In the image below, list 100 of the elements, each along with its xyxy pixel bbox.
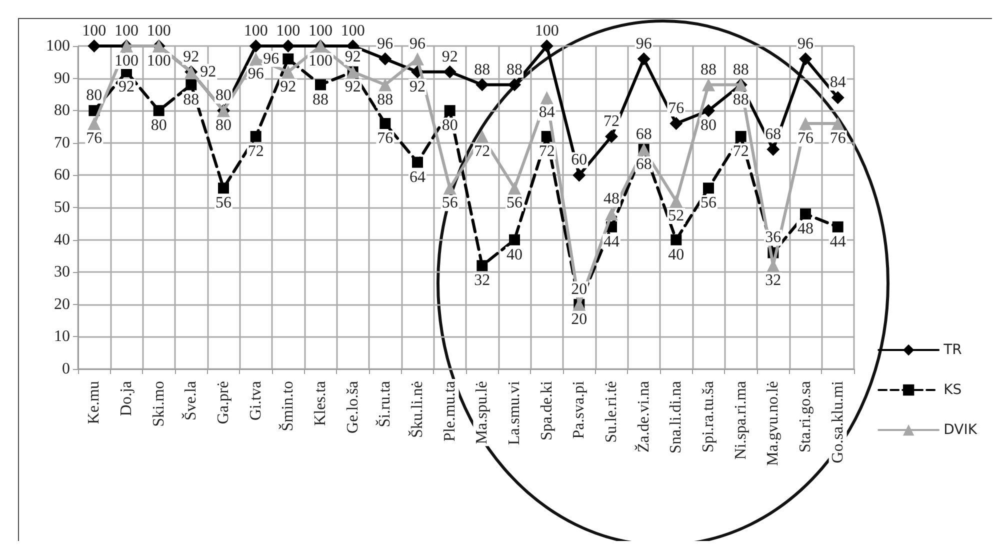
point [670,194,683,208]
x-tick-label: Ma.gvu.no.lė [764,381,782,466]
data-label: 100 [308,22,332,40]
data-label: 56 [442,194,458,212]
point [702,104,715,118]
x-tick-label: Ple.mu.ta [441,381,458,442]
y-tick-label: 20 [54,296,70,313]
data-label: 68 [636,156,652,173]
data-label: 92 [442,48,458,66]
x-tick-label: Pa.sva.pi [570,380,588,439]
legend-label: TR [942,342,962,358]
point [508,78,521,92]
data-label: 88 [377,91,394,108]
point [670,234,682,246]
data-label: 96 [636,35,652,52]
x-tick-label: Gi.tva [247,381,264,421]
y-tick-label: 10 [54,328,70,346]
data-label: 88 [732,91,749,108]
data-label: 88 [474,61,490,78]
point [832,221,844,232]
point [443,182,456,195]
data-label: 100 [114,22,138,40]
data-label: 60 [571,152,588,169]
point [509,234,520,246]
x-tick-label: Ski.mo [150,381,168,427]
data-label: 32 [474,272,490,290]
legend-label: DVIK [944,422,978,438]
data-label: 44 [830,233,846,250]
x-tick-label: Ke.mu [86,381,103,424]
y-tick-label: 50 [54,199,70,216]
data-label: 72 [732,142,749,160]
data-label: 92 [200,63,216,80]
y-tick-label: 0 [62,360,70,378]
data-label: 96 [248,65,264,82]
data-label: 92 [118,78,134,96]
data-label: 92 [410,78,426,96]
data-label: 88 [732,61,749,78]
data-label: 100 [340,22,365,40]
data-label: 100 [276,22,300,40]
point [380,118,391,130]
data-label: 52 [668,208,684,225]
data-label: 84 [538,104,555,122]
x-tick-label: La.smu.vi [506,380,523,445]
point [88,117,101,130]
point [831,91,844,104]
data-label: 80 [442,117,458,134]
data-label: 88 [312,91,328,108]
data-label: 20 [571,280,588,298]
data-label: 84 [830,74,846,92]
x-tick-label: Šve.la [182,381,200,421]
data-label: 48 [604,190,620,208]
point [186,79,197,90]
y-tick-label: 70 [54,134,70,152]
data-label: 88 [506,61,522,78]
y-tick-label: 100 [46,38,70,54]
legend-label: KS [944,382,962,398]
data-label: 32 [765,272,782,290]
point [476,130,489,143]
data-label: 96 [410,35,426,52]
data-label: 56 [216,194,232,212]
point [508,182,521,195]
point [443,65,456,78]
x-tick-label: Ma.spu.lė [474,381,491,444]
point [637,52,650,66]
point [605,130,618,143]
data-label: 72 [604,112,620,130]
data-label: 48 [798,220,814,238]
point [799,117,812,130]
point [605,207,618,220]
point [250,130,262,142]
data-label: 100 [114,52,138,70]
data-label: 76 [377,130,394,148]
point [702,78,715,92]
y-tick-label: 40 [54,231,70,248]
data-label: 76 [668,100,684,118]
point [411,52,424,66]
data-label: 100 [82,22,106,40]
point [572,168,586,182]
point [670,117,683,130]
data-label: 64 [410,168,426,186]
x-tick-label: Kles.ta [312,381,329,426]
data-label: 88 [700,61,716,78]
data-label: 92 [280,78,296,96]
data-label: 76 [798,130,814,148]
data-label: 72 [248,142,264,160]
data-label: 68 [636,126,652,143]
point [282,53,294,64]
point [282,65,295,78]
x-tick-label: Sta.ri.go.sa [797,381,814,453]
point [799,52,812,66]
point [766,142,780,156]
data-label: 40 [506,246,522,264]
x-tick-label: Ge.lo.ša [344,381,362,434]
point [315,79,326,90]
data-label: 96 [377,35,394,52]
point [540,40,554,52]
x-tick-label: Ža.de.vi.na [634,381,652,453]
point [153,105,164,116]
data-label: 80 [150,117,167,134]
point [703,182,714,194]
